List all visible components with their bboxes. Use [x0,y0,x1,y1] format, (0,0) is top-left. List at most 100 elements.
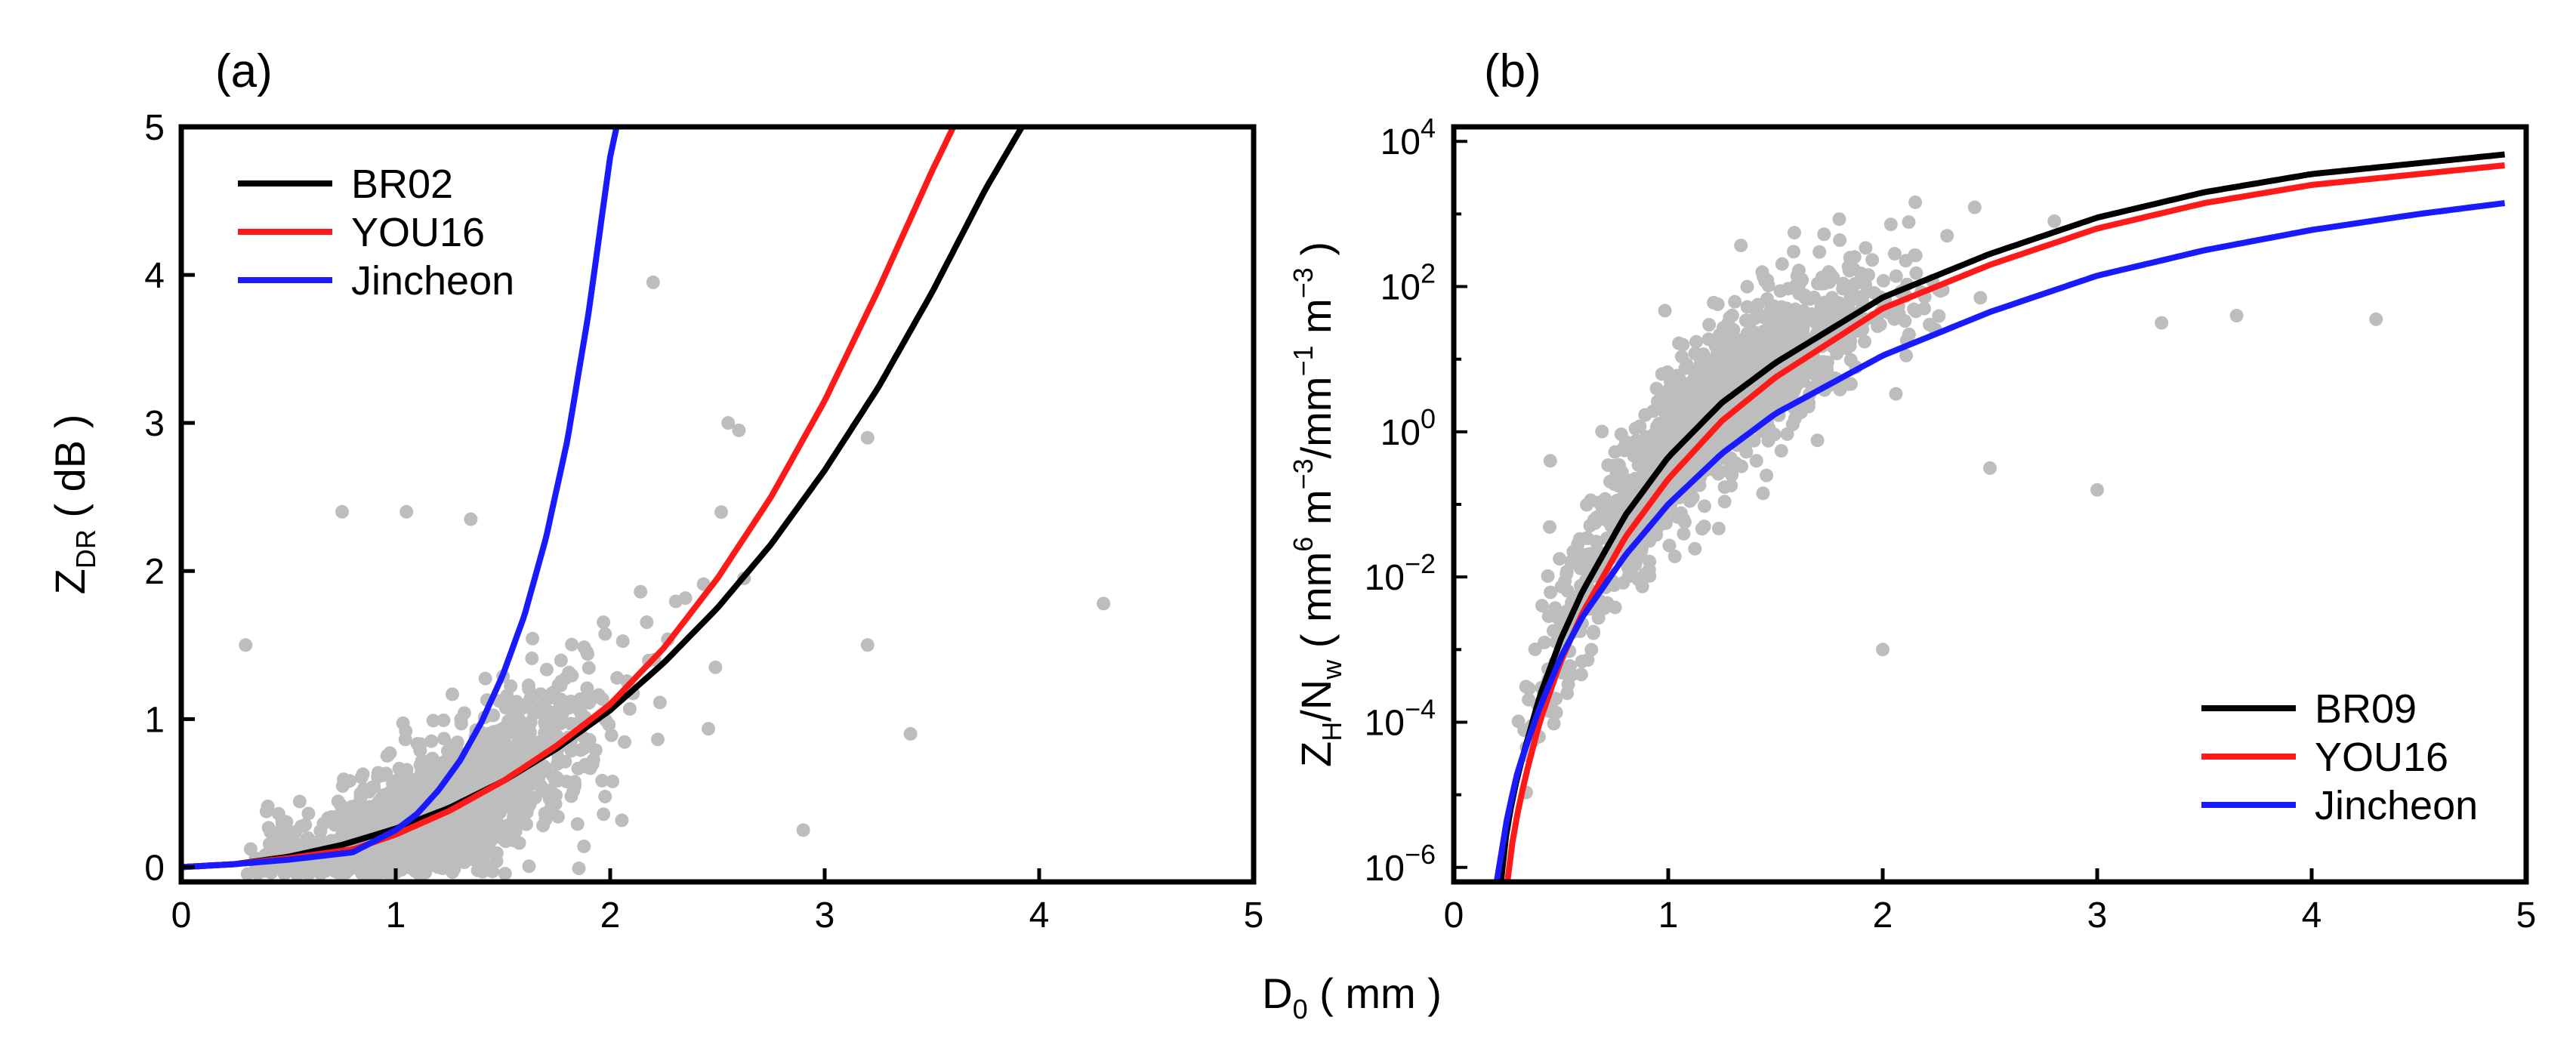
scatter-point [424,734,439,748]
scatter-point [1983,461,1997,475]
scatter-point [261,863,276,877]
scatter-point [1688,541,1702,556]
scatter-point [1646,404,1661,418]
scatter-point [522,859,536,874]
legend-label-you16: YOU16 [351,210,485,255]
scatter-point [1535,599,1549,613]
scatter-point [424,771,438,785]
x-tick-label: 1 [1658,895,1679,936]
scatter-point [1645,459,1659,473]
scatter-point [1739,445,1754,459]
scatter-point [1600,596,1615,610]
scatter-point [261,799,275,813]
scatter-point [1812,245,1827,259]
scatter-point [1560,686,1575,701]
scatter-point [430,860,445,874]
yb-close: ) [1292,242,1340,267]
scatter-point [1773,390,1788,405]
yb-m3b: −3 [1288,267,1319,298]
scatter-point [475,865,489,879]
scatter-point [650,732,665,747]
scatter-point [1843,251,1857,265]
scatter-point [486,708,501,723]
scatter-points-a [239,275,1111,882]
scatter-point [1967,200,1982,214]
scatter-point [1811,370,1825,384]
scatter-point [1528,642,1542,656]
scatter-point [1788,412,1802,426]
scatter-point [500,783,514,797]
scatter-point [496,800,511,815]
scatter-point [1889,387,1903,401]
legend-label-jincheon: Jincheon [2315,783,2478,828]
scatter-point [1917,301,1931,316]
scatter-point [376,768,390,782]
scatter-point [548,690,563,704]
scatter-point [1544,585,1558,600]
scatter-point [1648,426,1662,440]
scatter-point [1601,458,1615,473]
scatter-point [1973,291,1988,305]
scatter-point [1677,526,1691,541]
y-label-a-main: Z [46,569,94,594]
scatter-point [520,732,534,747]
scatter-point [457,706,471,720]
yb-p1: ( mm [1292,552,1340,660]
x-tick-label: 1 [386,895,406,936]
scatter-point [1817,276,1831,291]
scatter-point [615,634,630,649]
scatter-point [1902,215,1916,230]
scatter-point [2155,316,2169,330]
scatter-point [498,867,512,881]
scatter-point [356,782,371,797]
scatter-point [646,275,660,289]
scatter-point [1639,448,1653,462]
scatter-point [298,818,313,832]
scatter-point [337,772,351,787]
scatter-point [288,825,303,839]
scatter-point [582,661,596,675]
x-tick-label: 3 [815,895,835,936]
scatter-point [1613,475,1627,489]
scatter-point [598,627,612,641]
scatter-point [1633,419,1647,433]
scatter-point [1660,365,1674,379]
scatter-point [1902,327,1916,341]
scatter-point [1776,308,1791,322]
scatter-point [1658,304,1672,318]
panel-label-a: (a) [215,45,273,97]
scatter-point [1630,572,1645,587]
scatter-point [584,693,598,707]
yb-6: 6 [1288,537,1319,552]
scatter-point [1634,541,1649,555]
scatter-point [1717,480,1732,495]
scatter-point [1740,326,1754,341]
scatter-point [702,722,716,736]
scatter-point [1608,445,1622,459]
scatter-point [421,836,436,850]
scatter-point [1883,217,1898,232]
scatter-point [512,800,526,815]
scatter-point [399,724,413,738]
scatter-point [1564,554,1578,569]
scatter-point [668,594,683,609]
scatter-point [1758,274,1772,288]
scatter-point [1740,279,1754,294]
scatter-point [1760,388,1774,402]
scatter-point [444,742,458,757]
scatter-point [1717,495,1732,509]
scatter-point [570,817,585,831]
scatter-point [1693,357,1708,371]
scatter-point [1642,563,1656,577]
scatter-point [413,758,427,772]
scatter-point [1830,347,1844,361]
scatter-point [1658,516,1673,530]
scatter-point [262,845,276,859]
scatter-point [1816,310,1830,324]
scatter-point [569,701,584,715]
scatter-point [1725,308,1739,322]
scatter-point [1734,239,1748,253]
scatter-point [1616,575,1630,590]
scatter-point [732,423,746,437]
yb-w: w [1316,659,1347,680]
